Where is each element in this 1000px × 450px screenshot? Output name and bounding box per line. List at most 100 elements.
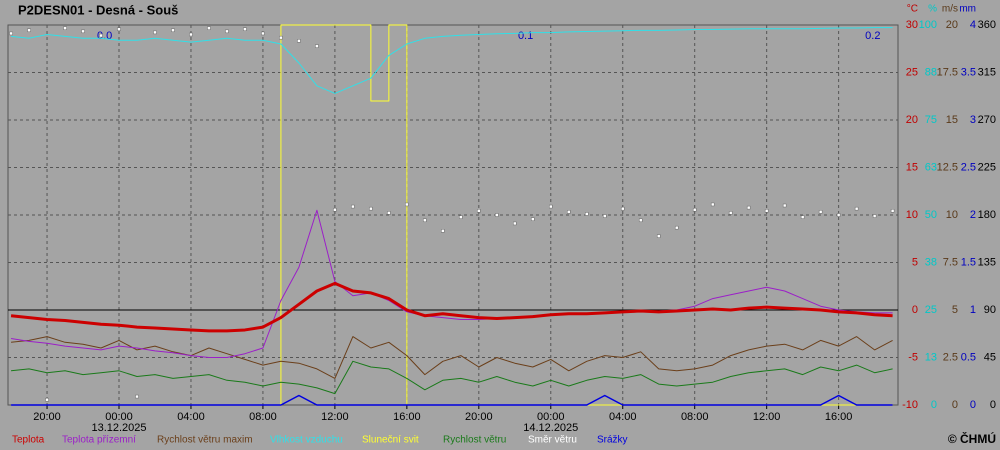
direction-dot	[477, 209, 481, 213]
direction-dot	[315, 44, 319, 48]
direction-dot	[836, 213, 841, 217]
y-tick-label: 0	[931, 399, 937, 411]
y-tick-label: 13	[925, 351, 937, 363]
direction-dot	[405, 202, 409, 207]
y-tick-label: 4	[970, 19, 976, 31]
direction-dot	[45, 397, 49, 402]
y-tick-label: 3	[970, 114, 976, 126]
direction-dot	[782, 203, 787, 208]
direction-dot	[890, 209, 895, 213]
y-tick-label: 10	[906, 209, 918, 221]
direction-dot	[135, 394, 139, 399]
y-tick-label: 180	[978, 209, 996, 221]
y-tick-label: 3.5	[961, 66, 976, 78]
direction-dot	[153, 30, 157, 35]
direction-dot	[656, 234, 661, 238]
y-tick-label: 2.5	[961, 161, 976, 173]
y-tick-label: -5	[908, 351, 918, 363]
y-tick-label: 0	[970, 399, 976, 411]
direction-dot	[603, 214, 607, 218]
x-tick-label: 04:00	[177, 411, 205, 423]
x-tick-label: 08:00	[681, 411, 709, 423]
direction-dot	[189, 32, 193, 37]
y-tick-label: 90	[984, 304, 996, 316]
direction-dot	[746, 205, 751, 210]
direction-dot	[333, 207, 337, 212]
direction-dot	[171, 28, 175, 33]
direction-dot	[423, 218, 427, 223]
y-tick-label: 38	[925, 256, 937, 268]
annotation: 0.2	[865, 30, 880, 42]
direction-dot	[692, 207, 697, 212]
direction-dot	[620, 206, 625, 211]
series-line	[11, 27, 893, 94]
axis-unit: mm	[959, 4, 976, 15]
direction-dot	[513, 221, 517, 226]
y-tick-label: 20	[906, 114, 918, 126]
y-tick-label: 75	[925, 114, 937, 126]
direction-dot	[207, 26, 211, 30]
series-line	[11, 360, 893, 395]
y-tick-label: -10	[902, 399, 918, 411]
annotation: 0.0	[97, 30, 112, 42]
y-tick-label: 2	[970, 209, 976, 221]
y-tick-label: 7.5	[943, 256, 958, 268]
legend-entry: Srážky	[597, 435, 628, 446]
x-tick-label: 12:00	[321, 411, 349, 423]
x-tick-label: 20:00	[465, 411, 493, 423]
series-line	[10, 209, 893, 358]
direction-dot	[243, 27, 247, 31]
direction-dot	[297, 39, 301, 43]
direction-dot	[279, 35, 283, 40]
series-line	[11, 336, 893, 379]
axis-unit: °C	[907, 4, 918, 15]
direction-dot	[261, 31, 265, 36]
direction-dot	[9, 31, 13, 36]
direction-dot	[567, 210, 571, 214]
y-tick-label: 10	[946, 209, 958, 221]
legend-entry: Rychlost větru	[443, 435, 506, 446]
direction-dot	[638, 218, 643, 223]
y-tick-label: 2.5	[943, 351, 958, 363]
direction-dot	[549, 204, 553, 209]
y-tick-label: 0	[952, 399, 958, 411]
x-tick-label: 20:00	[33, 411, 61, 423]
direction-dot	[800, 215, 805, 219]
x-tick-label: 08:00	[249, 411, 277, 423]
axis-unit: %	[928, 4, 937, 15]
y-tick-label: 45	[984, 351, 996, 363]
x-date-label: 14.12.2025	[523, 422, 578, 434]
y-tick-label: 63	[925, 161, 937, 173]
direction-dot	[81, 29, 85, 34]
y-tick-label: 270	[978, 114, 996, 126]
direction-dot	[225, 29, 229, 34]
series-line	[11, 394, 893, 406]
direction-dot	[764, 209, 769, 213]
direction-dot	[117, 27, 121, 31]
legend-entry: Rychlost větru maxim	[157, 435, 253, 446]
y-tick-label: 100	[919, 19, 937, 31]
legend-entry: Teplota	[12, 435, 45, 446]
y-tick-label: 1	[970, 304, 976, 316]
legend-entry: Vlhkost vzduchu	[270, 435, 343, 446]
direction-dot	[27, 28, 31, 33]
x-tick-label: 00:00	[105, 411, 133, 423]
direction-dot	[387, 211, 391, 215]
direction-dot	[585, 212, 589, 216]
direction-dot	[728, 211, 733, 215]
y-tick-label: 315	[978, 66, 996, 78]
direction-dot	[351, 204, 355, 209]
direction-dot	[674, 225, 679, 230]
x-tick-label: 00:00	[537, 411, 565, 423]
y-tick-label: 12.5	[937, 161, 958, 173]
legend-entry: Sluneční svit	[362, 435, 419, 446]
y-tick-label: 25	[906, 66, 918, 78]
direction-dot	[99, 33, 103, 38]
y-tick-label: 88	[925, 66, 937, 78]
x-tick-label: 12:00	[753, 411, 781, 423]
y-tick-label: 1.5	[961, 256, 976, 268]
legend-entry: Teplota přízemní	[62, 435, 136, 446]
y-tick-label: 5	[912, 256, 918, 268]
